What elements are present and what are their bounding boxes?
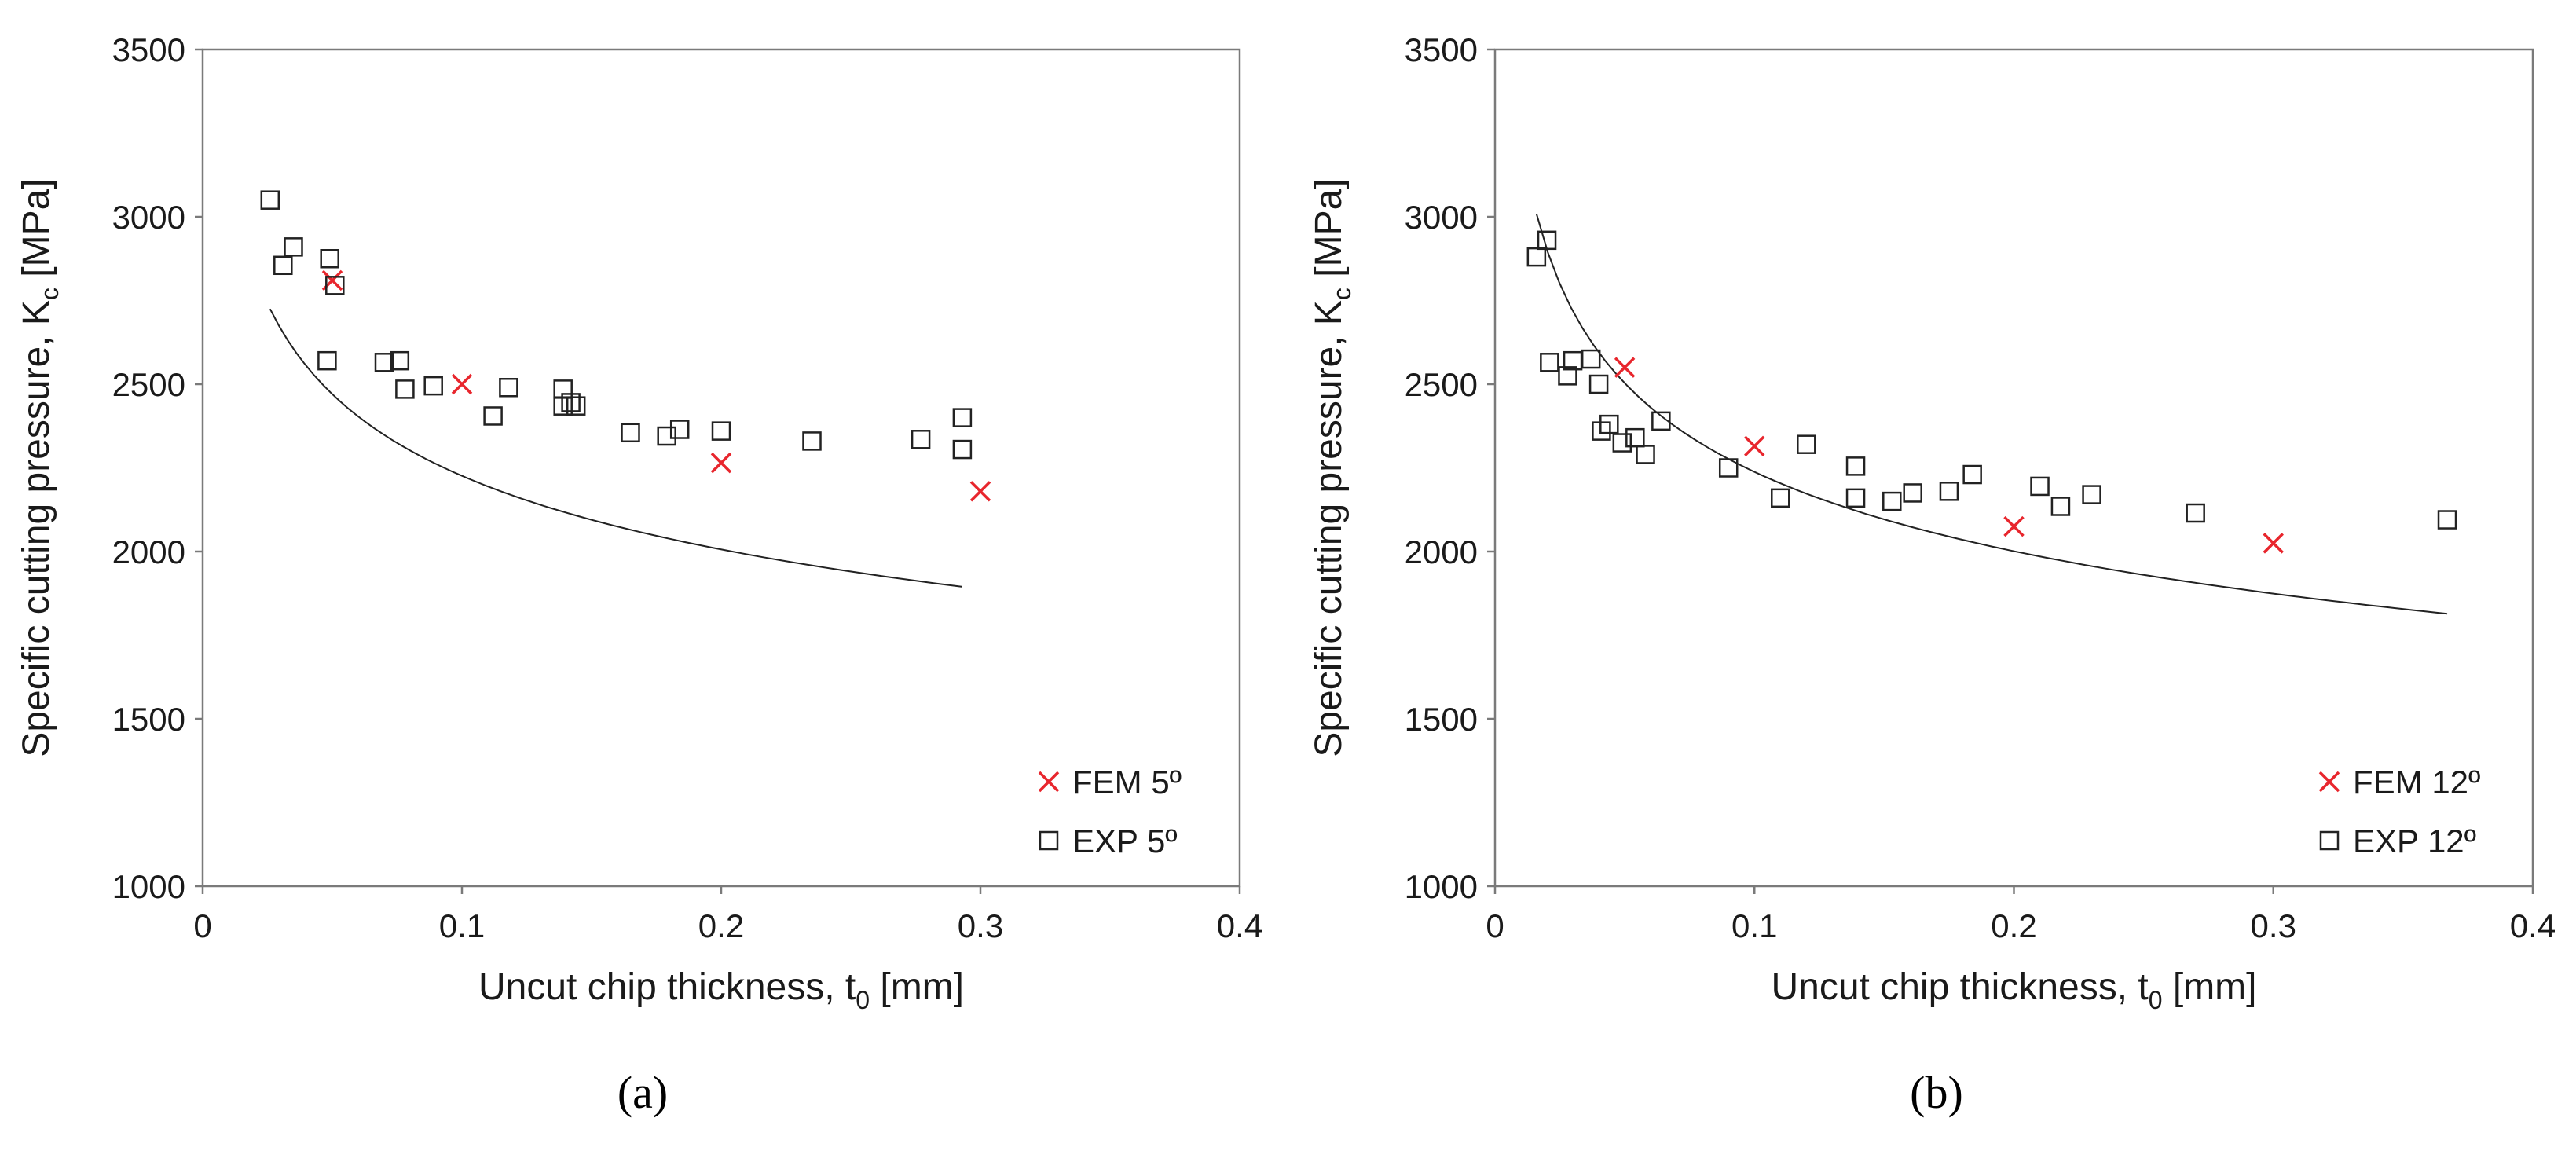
x-tick-label: 0 xyxy=(1486,907,1504,944)
exp-12-point xyxy=(1903,483,1922,503)
y-tick-label: 3500 xyxy=(1405,31,1478,68)
plot-area-frame xyxy=(1493,48,2534,888)
exp-12-point xyxy=(1939,482,1959,501)
exp-12-point xyxy=(1625,427,1645,448)
trendline xyxy=(1535,213,2448,615)
y-tick-label: 1000 xyxy=(112,868,185,905)
y-tick-label: 3000 xyxy=(1405,199,1478,236)
trendline xyxy=(269,308,963,588)
legend-marker-fem-12 xyxy=(2318,771,2340,793)
exp-12-point xyxy=(1599,414,1619,434)
exp-5-point xyxy=(621,423,640,443)
exp-5-point xyxy=(669,420,690,439)
exp-5-point xyxy=(566,396,586,416)
exp-5-point xyxy=(374,353,394,372)
y-tick-label: 2500 xyxy=(1405,366,1478,403)
legend-label-exp-12: EXP 12º xyxy=(2353,823,2476,859)
x-tick-label: 0.3 xyxy=(2251,907,2296,944)
exp-5-point xyxy=(395,379,415,399)
exp-12-point xyxy=(1581,349,1601,369)
exp-5-point xyxy=(273,255,293,276)
chart-panel-b: 1000 1500 2000 2500 3000 3500 0 0.1 0.2 0.3 0.4 Unc… xyxy=(1308,31,2556,1118)
fem-5-point xyxy=(451,373,473,395)
exp-5-point xyxy=(657,426,676,446)
y-tick-label: 3500 xyxy=(112,31,185,68)
fem-12-point xyxy=(1744,435,1765,457)
exp-12-point xyxy=(1558,366,1577,386)
y-axis-title: Specific cutting pressure, Kc [MPa] xyxy=(1308,178,1356,757)
exp-12-point xyxy=(1612,433,1632,453)
legend-marker-exp-12 xyxy=(2319,830,2340,851)
exp-5-point xyxy=(561,393,581,412)
y-tick-label: 1500 xyxy=(1405,701,1478,738)
exp-12-point xyxy=(1797,434,1816,454)
exp-12-point xyxy=(2082,485,2101,504)
panel-label: (b) xyxy=(1910,1067,1963,1118)
fem-12-point xyxy=(2003,515,2025,537)
exp-5-point xyxy=(317,350,337,371)
y-tick-label: 2000 xyxy=(112,533,185,570)
exp-12-point xyxy=(1718,458,1739,478)
y-tick-label: 2000 xyxy=(1405,533,1478,570)
fem-12-point xyxy=(1614,357,1636,378)
exp-5-point xyxy=(260,190,280,210)
x-tick-label: 0.4 xyxy=(2510,907,2556,944)
legend-label-fem-5: FEM 5º xyxy=(1072,764,1182,801)
x-tick-label: 0.2 xyxy=(698,907,744,944)
exp-12-point xyxy=(1588,374,1609,394)
exp-12-point xyxy=(1882,491,1902,511)
exp-5-point xyxy=(390,350,410,371)
exp-5-point xyxy=(711,421,731,441)
exp-12-point xyxy=(2437,510,2457,530)
exp-12-point xyxy=(1651,411,1671,431)
exp-5-point xyxy=(911,430,931,449)
exp-12-point xyxy=(1845,488,1866,508)
x-tick-label: 0.2 xyxy=(1991,907,2036,944)
y-axis-title: Specific cutting pressure, Kc [MPa] xyxy=(16,178,64,757)
panel-label: (a) xyxy=(617,1067,668,1118)
y-tick-label: 1500 xyxy=(112,701,185,738)
exp-5-point xyxy=(499,378,518,398)
exp-5-point xyxy=(952,439,973,460)
exp-5-point xyxy=(423,376,443,396)
exp-5-point xyxy=(325,276,345,295)
x-tick-label: 0.3 xyxy=(958,907,1003,944)
x-tick-label: 0 xyxy=(193,907,211,944)
legend-marker-exp-5 xyxy=(1039,830,1059,851)
fem-12-point xyxy=(2263,533,2284,554)
exp-12-point xyxy=(1962,464,1982,485)
exp-5-point xyxy=(483,406,503,426)
fem-5-point xyxy=(969,481,991,502)
x-tick-label: 0.1 xyxy=(439,907,485,944)
y-tick-label: 1000 xyxy=(1405,868,1478,905)
exp-12-point xyxy=(1526,247,1547,267)
exp-12-point xyxy=(1845,456,1866,476)
exp-12-point xyxy=(1771,488,1790,508)
exp-12-point xyxy=(1540,353,1559,372)
legend-marker-fem-5 xyxy=(1038,771,1060,793)
chart-panel-a: 1000 1500 2000 2500 3000 3500 0 0.1 0.2 0.3 0.4 Unc… xyxy=(16,31,1262,1118)
x-axis-title: Uncut chip thickness, t0 [mm] xyxy=(478,966,964,1014)
exp-5-point xyxy=(284,237,303,257)
exp-5-point xyxy=(952,408,973,427)
legend-label-exp-5: EXP 5º xyxy=(1072,823,1178,859)
legend-label-fem-12: FEM 12º xyxy=(2353,764,2480,801)
x-tick-label: 0.1 xyxy=(1731,907,1777,944)
exp-12-point xyxy=(2030,476,2050,497)
exp-12-point xyxy=(2050,497,2071,516)
exp-12-point xyxy=(2186,503,2205,523)
fem-5-point xyxy=(710,452,732,474)
y-tick-label: 3000 xyxy=(112,199,185,236)
x-tick-label: 0.4 xyxy=(1217,907,1262,944)
x-axis-title: Uncut chip thickness, t0 [mm] xyxy=(1772,966,2257,1014)
plot-area-frame xyxy=(201,48,1241,888)
y-tick-label: 2500 xyxy=(112,366,185,403)
exp-5-point xyxy=(320,249,339,269)
exp-5-point xyxy=(802,431,822,451)
exp-12-point xyxy=(1537,230,1557,251)
exp-12-point xyxy=(1636,445,1655,464)
